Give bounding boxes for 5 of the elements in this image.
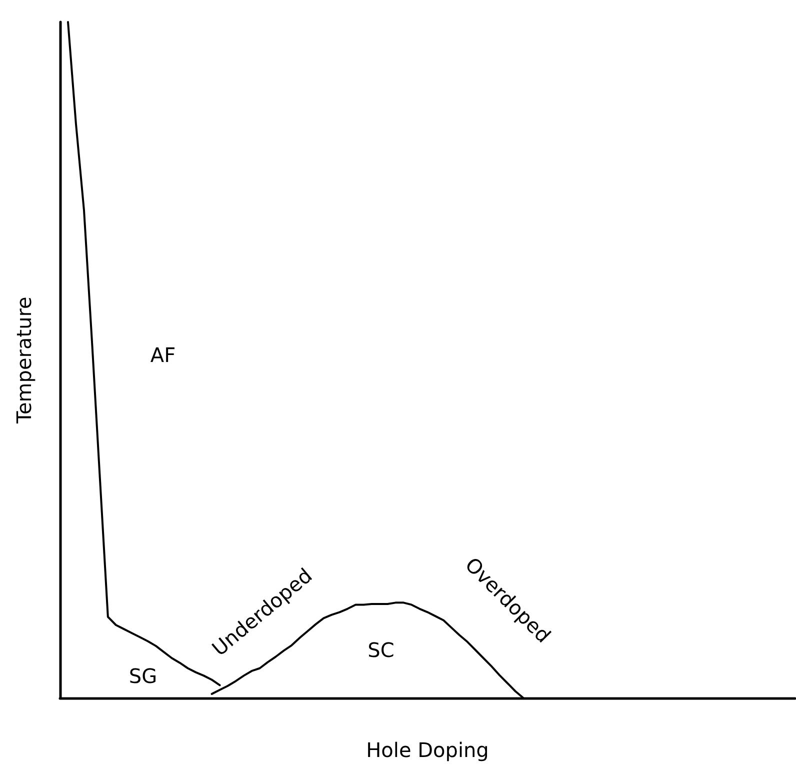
- x-axis-title: Hole Doping: [366, 738, 489, 762]
- annotation: SC: [368, 638, 394, 662]
- y-axis-title: Temperature: [12, 296, 36, 424]
- annotation: SG: [128, 664, 158, 688]
- annotation: AF: [150, 343, 176, 367]
